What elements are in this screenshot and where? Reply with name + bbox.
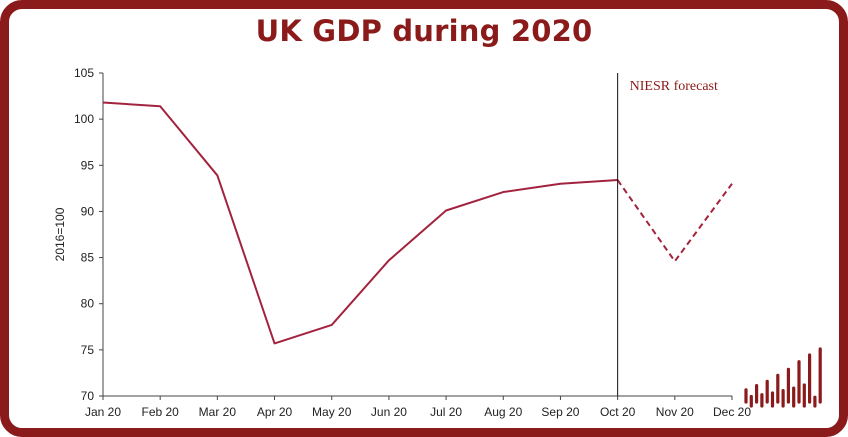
- y-axis-title: 2016=100: [53, 207, 67, 261]
- chart-title: UK GDP during 2020: [255, 14, 593, 48]
- x-tick-label: Jan 20: [85, 405, 121, 419]
- x-tick-label: Apr 20: [257, 405, 293, 419]
- series-layer: [102, 101, 733, 345]
- gdp-line: [102, 101, 618, 345]
- y-tick-label: 105: [74, 66, 94, 80]
- y-tick-label: 100: [74, 112, 94, 126]
- y-tick-label: 90: [81, 204, 95, 218]
- axes: 70 75 80 85 90 95 100 105 Jan 20 Feb 20 Mar 20 Apr …: [53, 66, 751, 419]
- x-tick-label: Nov 20: [656, 405, 694, 419]
- x-tick-label: Sep 20: [541, 405, 579, 419]
- niesr-logo: [744, 347, 822, 408]
- y-tick-label: 75: [81, 343, 95, 357]
- y-tick-label: 95: [81, 158, 95, 172]
- y-tick-label: 80: [81, 297, 95, 311]
- x-tick-label: Dec 20: [713, 405, 751, 419]
- y-tick-label: 85: [81, 251, 95, 265]
- x-tick-label: May 20: [312, 405, 352, 419]
- x-tick-label: Jun 20: [371, 405, 407, 419]
- x-tick-label: Aug 20: [484, 405, 522, 419]
- x-tick-label: Jul 20: [430, 405, 462, 419]
- x-tick-label: Oct 20: [600, 405, 636, 419]
- x-tick-label: Mar 20: [199, 405, 237, 419]
- y-tick-label: 70: [81, 389, 95, 403]
- x-tick-label: Feb 20: [142, 405, 180, 419]
- annotation-layer: NIESR forecast: [617, 73, 718, 396]
- forecast-line: [616, 179, 733, 263]
- forecast-annotation: NIESR forecast: [630, 79, 718, 94]
